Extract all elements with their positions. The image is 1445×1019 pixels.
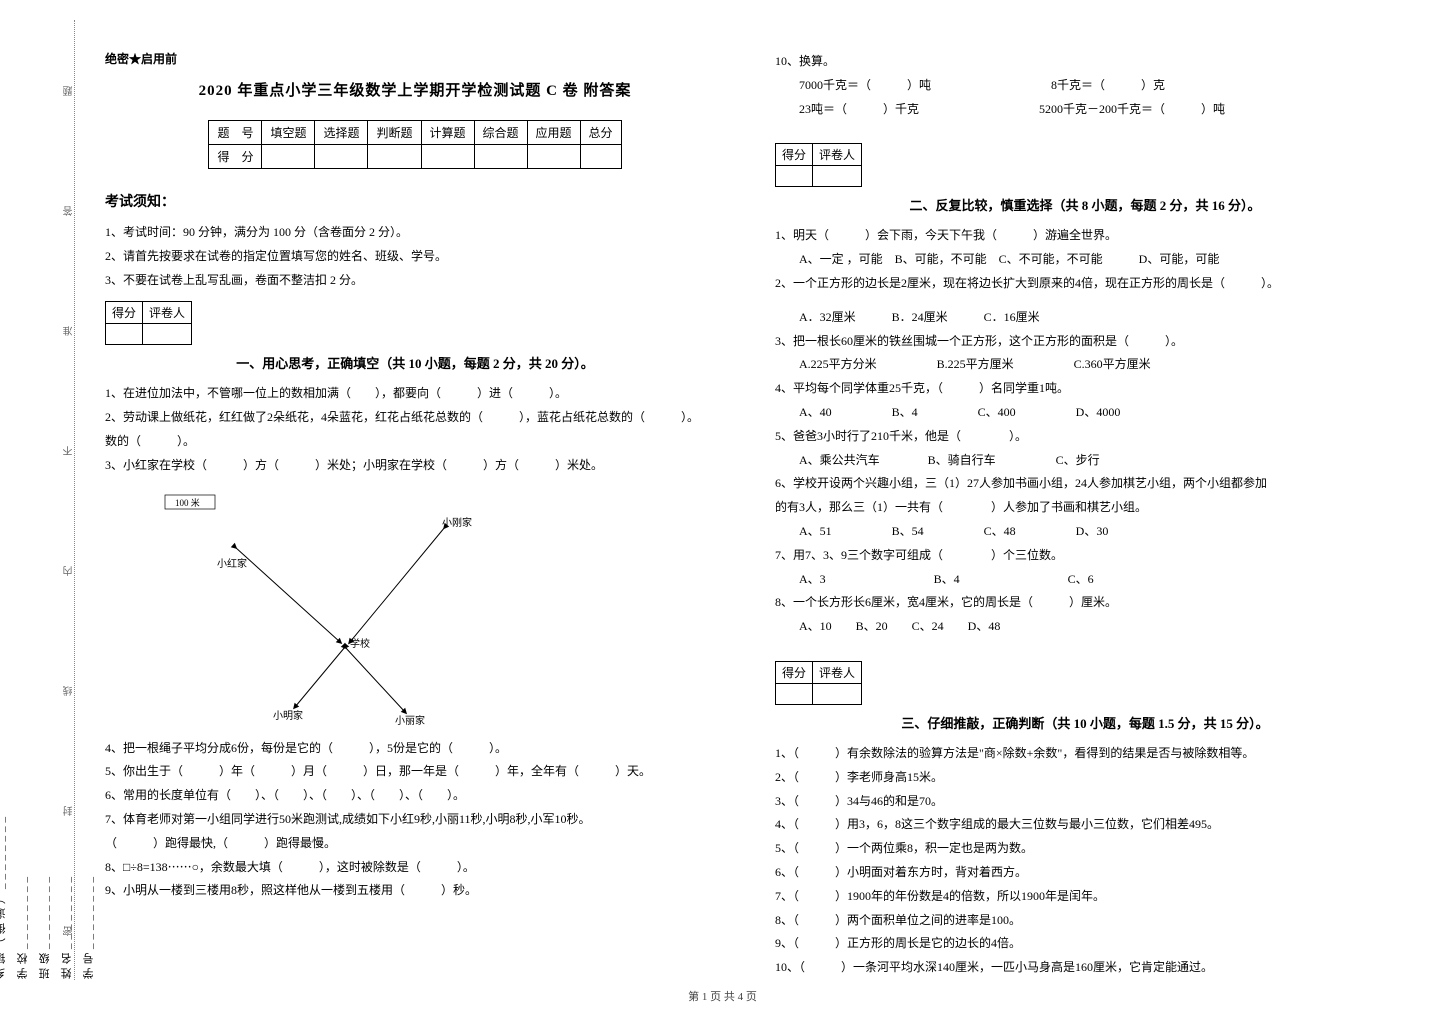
notice-title: 考试须知： (105, 191, 725, 211)
s1-q5: 5、你出生于（ ）年（ ）月（ ）日，那一年是（ ）年，全年有（ ）天。 (105, 760, 725, 783)
s1-q1: 1、在进位加法中，不管哪一位上的数相加满（ ），都要向（ ）进（ ）。 (105, 382, 725, 405)
s2-q4: 4、平均每个同学体重25千克，（ ）名同学重1吨。 (775, 377, 1395, 400)
s3-item: 10、（ ）一条河平均水深140厘米，一匹小马身高是160厘米，它肯定能通过。 (775, 956, 1395, 979)
section1-title: 一、用心思考，正确填空（共 10 小题，每题 2 分，共 20 分）。 (105, 353, 725, 372)
page-footer: 第 1 页 共 4 页 (0, 988, 1445, 1004)
s1-q4: 4、把一根绳子平均分成6份，每份是它的（ ），5份是它的（ ）。 (105, 737, 725, 760)
s1-q8: 8、□÷8=138⋯⋯○，余数最大填（ ），这时被除数是（ ）。 (105, 856, 725, 879)
s3-item: 8、（ ）两个面积单位之间的进率是100。 (775, 909, 1395, 932)
score-summary-table: 题 号 填空题 选择题 判断题 计算题 综合题 应用题 总分 得 分 (208, 120, 621, 169)
section2-title: 二、反复比较，慎重选择（共 8 小题，每题 2 分，共 16 分）。 (775, 195, 1395, 214)
confidential-label: 绝密★启用前 (105, 50, 725, 67)
vlabel-name: 姓名 (59, 949, 75, 979)
table-row: 题 号 填空题 选择题 判断题 计算题 综合题 应用题 总分 (209, 121, 621, 145)
s2-q8: 8、一个长方形长6厘米，宽4厘米，它的周长是（ ）厘米。 (775, 591, 1395, 614)
s3-item: 5、（ ）一个两位乘8，积一定也是两为数。 (775, 837, 1395, 860)
s1-q6: 6、常用的长度单位有（ ）、（ ）、（ ）、（ ）、（ ）。 (105, 784, 725, 807)
section1-scorebox: 得分 评卷人 (105, 301, 192, 345)
s3-item: 2、（ ）李老师身高15米。 (775, 766, 1395, 789)
vlabel-class: 班级 (37, 949, 53, 979)
s2-q6: 6、学校开设两个兴趣小组，三（1）27人参加书画小组，24人参加棋艺小组，两个小… (775, 472, 1395, 495)
s3-item: 9、（ ）正方形的周长是它的边长的4倍。 (775, 932, 1395, 955)
s1-q9: 9、小明从一楼到三楼用8秒，照这样他从一楼到五楼用（ ）秒。 (105, 879, 725, 902)
notice-list: 1、考试时间：90 分钟，满分为 100 分（含卷面分 2 分）。 2、请首先按… (105, 221, 725, 291)
table-row: 得 分 (209, 145, 621, 169)
s3-item: 7、（ ）1900年的年份数是4的倍数，所以1900年是闰年。 (775, 885, 1395, 908)
vlabel-id: 学号 (81, 949, 97, 979)
s1-q7: 7、体育老师对第一小组同学进行50米跑测试,成绩如下小红9秒,小丽11秒,小明8… (105, 808, 725, 831)
s2-q3: 3、把一根长60厘米的铁丝围城一个正方形，这个正方形的面积是（ ）。 (775, 330, 1395, 353)
s1-q10-title: 10、换算。 (775, 50, 1395, 73)
s3-item: 3、（ ）34与46的和是70。 (775, 790, 1395, 813)
direction-diagram: 100 米 小红家 小刚家 学校 小明家 小丽家 (145, 487, 505, 727)
s1-q3: 3、小红家在学校（ ）方（ ）米处；小明家在学校（ ）方（ ）米处。 (105, 454, 725, 477)
s1-q2: 2、劳动课上做纸花，红红做了2朵纸花，4朵蓝花，红花占纸花总数的（ ），蓝花占纸… (105, 406, 725, 429)
left-column: 绝密★启用前 2020 年重点小学三年级数学上学期开学检测试题 C 卷 附答案 … (105, 50, 725, 980)
s2-q1: 1、明天（ ）会下雨，今天下午我（ ）游遍全世界。 (775, 224, 1395, 247)
right-column: 10、换算。 7000千克＝（ ）吨 8千克＝（ ）克 23吨＝（ ）千克 52… (775, 50, 1395, 980)
s2-q7: 7、用7、3、9三个数字可组成（ ）个三位数。 (775, 544, 1395, 567)
vlabel-school: 学校 (15, 949, 31, 979)
vlabel-town: 乡镇（街道） (0, 889, 9, 979)
section3-title: 三、仔细推敲，正确判断（共 10 小题，每题 1.5 分，共 15 分）。 (775, 713, 1395, 732)
seal-line (74, 20, 75, 980)
s3-item: 6、（ ）小明面对着东方时，背对着西方。 (775, 861, 1395, 884)
s3-item: 4、（ ）用3，6，8这三个数字组成的最大三位数与最小三位数，它们相差495。 (775, 813, 1395, 836)
section2-scorebox: 得分 评卷人 (775, 143, 862, 187)
s3-item: 1、（ ）有余数除法的验算方法是"商×除数+余数"，看得到的结果是否与被除数相等… (775, 742, 1395, 765)
student-info-strip: 乡镇（街道）________ 学校________ 班级________ 姓名_… (0, 0, 90, 1019)
section3-scorebox: 得分 评卷人 (775, 661, 862, 705)
page-title: 2020 年重点小学三年级数学上学期开学检测试题 C 卷 附答案 (105, 79, 725, 100)
s2-q2: 2、一个正方形的边长是2厘米，现在将边长扩大到原来的4倍，现在正方形的周长是（ … (775, 272, 1395, 295)
s2-q5: 5、爸爸3小时行了210千米，他是（ ）。 (775, 425, 1395, 448)
